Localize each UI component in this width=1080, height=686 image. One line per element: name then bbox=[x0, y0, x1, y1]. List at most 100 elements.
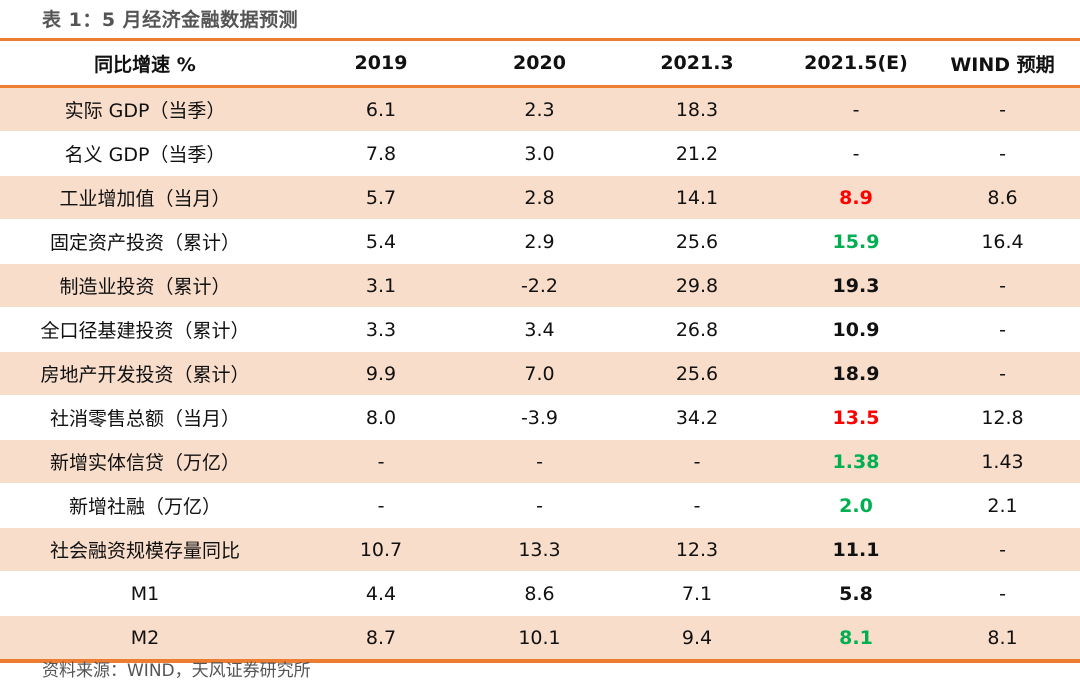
cell-2019: 8.7 bbox=[365, 626, 397, 649]
cell-wind-expectation: - bbox=[999, 274, 1006, 297]
cell-wind-expectation: 1.43 bbox=[981, 450, 1024, 473]
cell-2020: 10.1 bbox=[518, 626, 561, 649]
cell-2019: 4.4 bbox=[365, 582, 397, 605]
cell-2021-3: 34.2 bbox=[675, 406, 719, 429]
forecast-table: 同比增速 % 2019 2020 2021.3 2021.5(E) WIND 预… bbox=[0, 38, 1080, 663]
cell-2021-5-estimate: 2.0 bbox=[839, 494, 873, 517]
cell-2020: 13.3 bbox=[518, 538, 561, 561]
cell-2020: 8.6 bbox=[524, 582, 555, 605]
cell-2019: - bbox=[377, 494, 385, 517]
header-wind-expectation: WIND 预期 bbox=[950, 53, 1055, 76]
cell-indicator: 社会融资规模存量同比 bbox=[49, 540, 240, 562]
table-body: 实际 GDP（当季） 6.1 2.3 18.3 - - 名义 GDP（当季） 7.8 3.0 21… bbox=[0, 88, 1080, 659]
table-row: 新增实体信贷（万亿） - - - 1.38 1.43 bbox=[0, 439, 1080, 483]
cell-2021-5-estimate: - bbox=[852, 142, 860, 165]
cell-indicator: 固定资产投资（累计） bbox=[49, 232, 240, 254]
cell-wind-expectation: - bbox=[999, 582, 1006, 605]
table-row: 社会融资规模存量同比 10.7 13.3 12.3 11.1 - bbox=[0, 527, 1080, 571]
cell-2021-3: 25.6 bbox=[675, 230, 719, 253]
cell-2021-3: 21.2 bbox=[675, 142, 719, 165]
cell-2021-5-estimate: 19.3 bbox=[832, 274, 880, 297]
cell-indicator: 新增社融（万亿） bbox=[68, 496, 221, 518]
cell-2019: 5.7 bbox=[365, 186, 397, 209]
cell-2021-5-estimate: 8.1 bbox=[839, 626, 873, 649]
cell-2020: 2.9 bbox=[524, 230, 555, 253]
cell-indicator: 房地产开发投资（累计） bbox=[40, 364, 250, 386]
cell-2019: - bbox=[377, 450, 385, 473]
header-2019: 2019 bbox=[354, 52, 408, 74]
cell-2021-5-estimate: 11.1 bbox=[832, 538, 880, 561]
table-row: 社消零售总额（当月） 8.0 -3.9 34.2 13.5 12.8 bbox=[0, 395, 1080, 439]
cell-2019: 5.4 bbox=[365, 230, 397, 253]
cell-wind-expectation: 16.4 bbox=[981, 230, 1024, 253]
cell-2019: 3.1 bbox=[365, 274, 397, 297]
cell-2021-3: - bbox=[693, 494, 701, 517]
cell-2020: 2.8 bbox=[524, 186, 555, 209]
cell-indicator: M2 bbox=[130, 626, 160, 649]
cell-2021-3: 12.3 bbox=[675, 538, 719, 561]
cell-2021-3: 18.3 bbox=[675, 98, 719, 121]
source-note: 资料来源：WIND，天风证券研究所 bbox=[42, 661, 311, 681]
cell-2020: 3.4 bbox=[524, 318, 555, 341]
table-row: 新增社融（万亿） - - - 2.0 2.1 bbox=[0, 483, 1080, 527]
cell-2021-3: 9.4 bbox=[681, 626, 713, 649]
cell-2021-3: - bbox=[693, 450, 701, 473]
cell-2021-3: 26.8 bbox=[675, 318, 719, 341]
cell-2020: -2.2 bbox=[520, 274, 559, 297]
cell-2021-5-estimate: - bbox=[852, 98, 860, 121]
cell-wind-expectation: 2.1 bbox=[987, 494, 1018, 517]
table-row: M2 8.7 10.1 9.4 8.1 8.1 bbox=[0, 615, 1080, 659]
cell-2019: 10.7 bbox=[359, 538, 403, 561]
table-row: 房地产开发投资（累计） 9.9 7.0 25.6 18.9 - bbox=[0, 351, 1080, 395]
cell-2019: 6.1 bbox=[365, 98, 397, 121]
header-2021-5-estimate: 2021.5(E) bbox=[804, 52, 908, 74]
cell-2021-5-estimate: 5.8 bbox=[839, 582, 873, 605]
cell-wind-expectation: - bbox=[999, 538, 1006, 561]
table-title: 表 1：5 月经济金融数据预测 bbox=[42, 9, 299, 31]
cell-wind-expectation: - bbox=[999, 362, 1006, 385]
cell-2021-3: 25.6 bbox=[675, 362, 719, 385]
cell-2021-5-estimate: 8.9 bbox=[839, 186, 873, 209]
cell-wind-expectation: - bbox=[999, 142, 1006, 165]
cell-2021-5-estimate: 18.9 bbox=[832, 362, 880, 385]
table-row: 全口径基建投资（累计） 3.3 3.4 26.8 10.9 - bbox=[0, 307, 1080, 351]
cell-2019: 3.3 bbox=[365, 318, 397, 341]
cell-wind-expectation: 8.6 bbox=[987, 186, 1018, 209]
cell-2019: 7.8 bbox=[365, 142, 397, 165]
cell-2020: 7.0 bbox=[524, 362, 555, 385]
cell-2020: - bbox=[536, 494, 543, 517]
cell-indicator: 全口径基建投资（累计） bbox=[40, 320, 250, 342]
cell-2020: - bbox=[536, 450, 543, 473]
cell-2019: 8.0 bbox=[365, 406, 397, 429]
cell-indicator: 社消零售总额（当月） bbox=[49, 408, 240, 430]
cell-2021-3: 7.1 bbox=[681, 582, 713, 605]
cell-wind-expectation: - bbox=[999, 318, 1006, 341]
cell-2021-5-estimate: 13.5 bbox=[832, 406, 880, 429]
cell-2021-5-estimate: 1.38 bbox=[832, 450, 880, 473]
cell-indicator: 工业增加值（当月） bbox=[59, 188, 231, 210]
cell-wind-expectation: 12.8 bbox=[981, 406, 1024, 429]
header-indicator: 同比增速 % bbox=[94, 53, 196, 76]
cell-wind-expectation: - bbox=[999, 98, 1006, 121]
cell-2020: -3.9 bbox=[520, 406, 559, 429]
table-row: 制造业投资（累计） 3.1 -2.2 29.8 19.3 - bbox=[0, 263, 1080, 307]
cell-2020: 2.3 bbox=[524, 98, 555, 121]
cell-indicator: 制造业投资（累计） bbox=[59, 276, 231, 298]
cell-2021-5-estimate: 15.9 bbox=[832, 230, 880, 253]
cell-2021-5-estimate: 10.9 bbox=[832, 318, 880, 341]
cell-2021-3: 14.1 bbox=[675, 186, 719, 209]
header-2021-3: 2021.3 bbox=[660, 52, 734, 74]
cell-indicator: M1 bbox=[130, 582, 160, 605]
cell-indicator: 名义 GDP（当季） bbox=[64, 144, 226, 166]
table-row: 名义 GDP（当季） 7.8 3.0 21.2 - - bbox=[0, 131, 1080, 175]
cell-indicator: 新增实体信贷（万亿） bbox=[49, 452, 240, 474]
cell-indicator: 实际 GDP（当季） bbox=[64, 100, 226, 122]
header-2020: 2020 bbox=[513, 52, 566, 74]
cell-wind-expectation: 8.1 bbox=[987, 626, 1018, 649]
cell-2019: 9.9 bbox=[365, 362, 397, 385]
table-row: 固定资产投资（累计） 5.4 2.9 25.6 15.9 16.4 bbox=[0, 219, 1080, 263]
table-header-row: 同比增速 % 2019 2020 2021.3 2021.5(E) WIND 预… bbox=[0, 41, 1080, 88]
cell-2020: 3.0 bbox=[524, 142, 555, 165]
table-row: 工业增加值（当月） 5.7 2.8 14.1 8.9 8.6 bbox=[0, 175, 1080, 219]
cell-2021-3: 29.8 bbox=[675, 274, 719, 297]
